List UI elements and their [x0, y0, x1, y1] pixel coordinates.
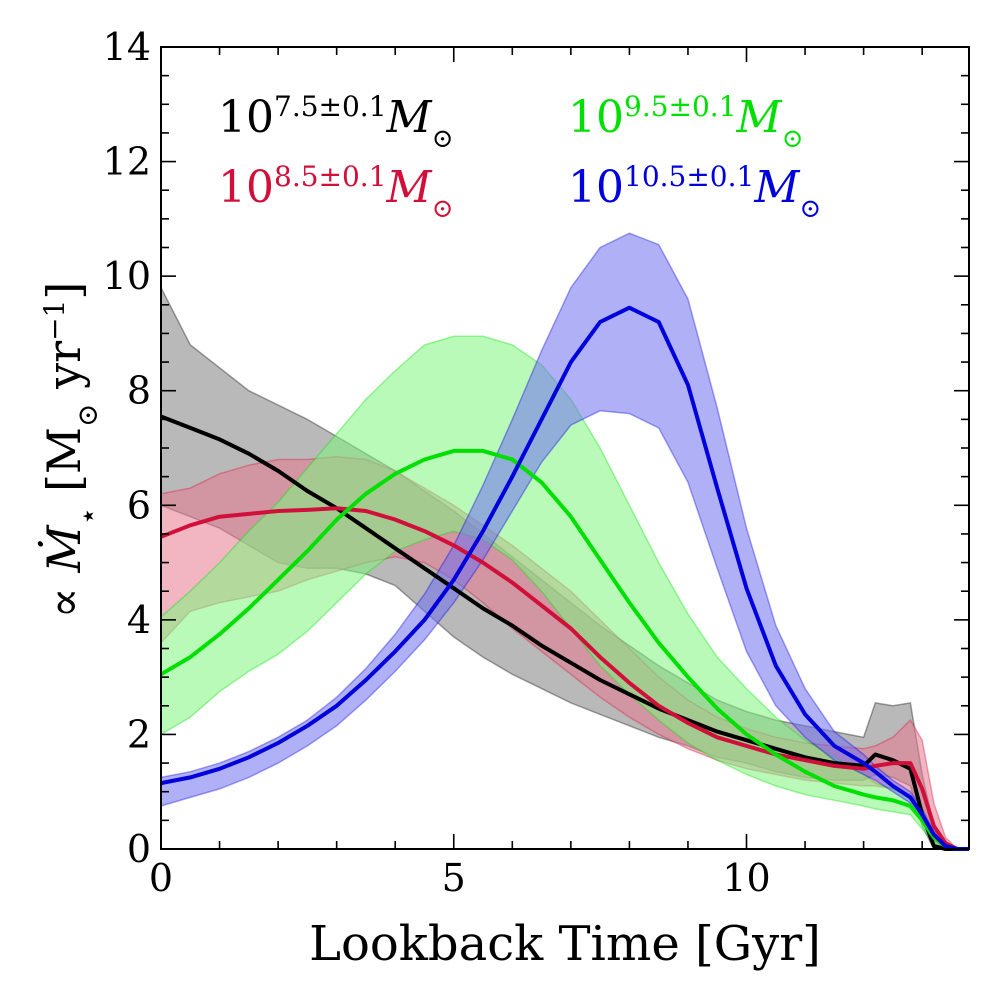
line-series-2 [160, 506, 969, 851]
x-axis-label: Lookback Time [Gyr] [309, 916, 821, 972]
x-tick-label: 10 [722, 856, 770, 900]
y-tick-label: 4 [127, 598, 151, 642]
uncertainty-bands [160, 232, 969, 850]
legend-entry-3: 109.5±0.1M⊙ [568, 90, 803, 155]
y-tick-label: 2 [127, 712, 151, 756]
legend-entry-4: 1010.5±0.1M⊙ [568, 160, 821, 225]
x-tick-label: 0 [149, 856, 173, 900]
y-tick-label: 8 [127, 369, 151, 413]
y-tick-label: 14 [103, 25, 151, 69]
legend-entry-2: 108.5±0.1M⊙ [218, 160, 453, 225]
line-series-4 [160, 305, 969, 851]
median-lines [159, 305, 969, 851]
tick-labels: 0 5 10 0 2 4 6 8 10 12 14 [103, 25, 771, 900]
y-axis-label: ∝ Ṁ⋆ [M⊙ yr−1] [36, 282, 106, 619]
y-tick-label: 10 [103, 254, 151, 298]
line-series-3 [159, 448, 969, 851]
y-tick-label: 12 [103, 140, 151, 184]
y-tick-label: 0 [127, 827, 151, 871]
y-tick-label: 6 [127, 483, 151, 527]
line-series-1 [160, 414, 969, 851]
plot-frame [160, 46, 970, 850]
x-tick-label: 5 [442, 856, 466, 900]
legend-entry-1: 107.5±0.1M⊙ [218, 90, 453, 155]
legend: 107.5±0.1M⊙108.5±0.1M⊙ 109.5±0.1M⊙1010.5±… [218, 90, 821, 225]
